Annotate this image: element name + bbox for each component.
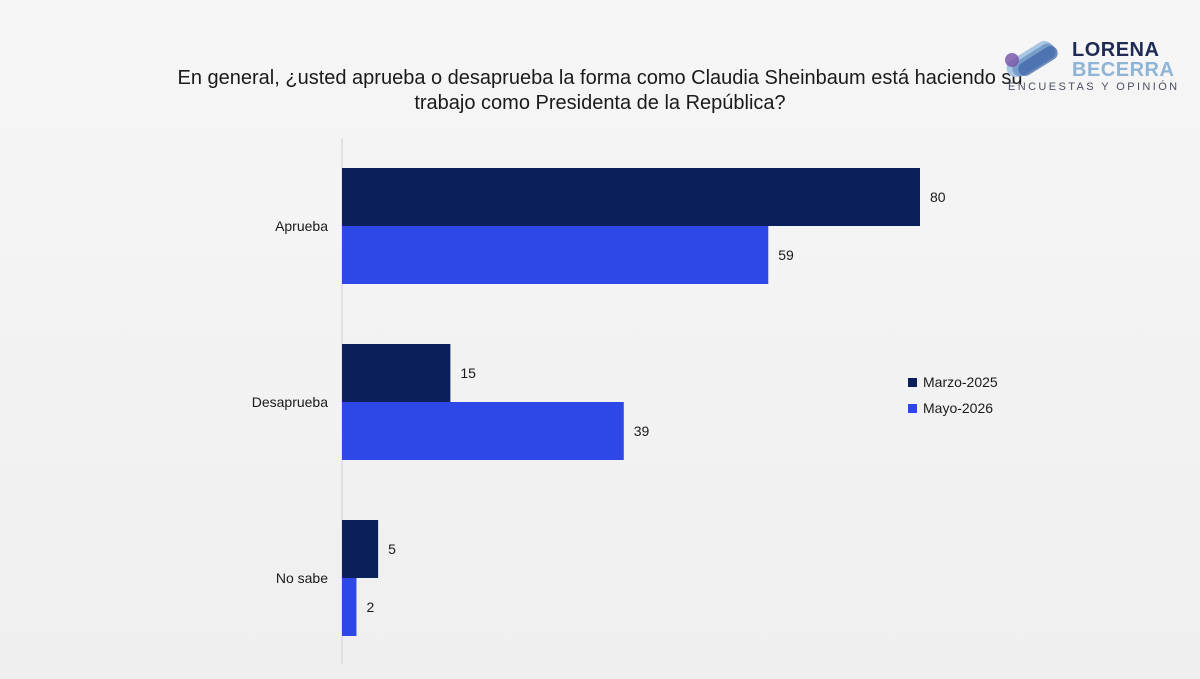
legend-item-series-2: Mayo-2026 bbox=[908, 395, 998, 421]
data-label: 59 bbox=[778, 247, 794, 263]
logo-mark-icon bbox=[1005, 40, 1058, 78]
logo-line-1: LORENA bbox=[1072, 39, 1160, 61]
legend-item-series-1: Marzo-2025 bbox=[908, 369, 998, 395]
legend-swatch-series-2 bbox=[908, 403, 917, 413]
data-label: 2 bbox=[366, 599, 374, 615]
legend-swatch-series-1 bbox=[908, 377, 917, 387]
bar-2 bbox=[342, 578, 357, 636]
category-label: Aprueba bbox=[275, 218, 328, 234]
bar-1 bbox=[342, 520, 379, 578]
bar-1 bbox=[342, 168, 920, 226]
bar-2 bbox=[342, 226, 769, 284]
chart-title: En general, ¿usted aprueba o desaprueba … bbox=[177, 67, 1023, 114]
data-label: 80 bbox=[930, 189, 946, 205]
category-label: No sabe bbox=[276, 570, 328, 586]
chart-legend: Marzo-2025 Mayo-2026 bbox=[908, 369, 998, 421]
legend-label-series-1: Marzo-2025 bbox=[923, 374, 998, 390]
brand-logo: LORENA BECERRA ENCUESTAS Y OPINIÓN bbox=[1000, 34, 1180, 96]
data-label: 39 bbox=[634, 423, 650, 439]
data-label: 5 bbox=[388, 541, 396, 557]
legend-label-series-2: Mayo-2026 bbox=[923, 400, 994, 416]
bar-2 bbox=[342, 402, 624, 460]
bar-1 bbox=[342, 344, 451, 402]
logo-line-2: BECERRA bbox=[1072, 59, 1175, 81]
logo-subtitle: ENCUESTAS Y OPINIÓN bbox=[1008, 81, 1180, 93]
category-label: Desaprueba bbox=[252, 394, 328, 410]
data-label: 15 bbox=[460, 365, 476, 381]
